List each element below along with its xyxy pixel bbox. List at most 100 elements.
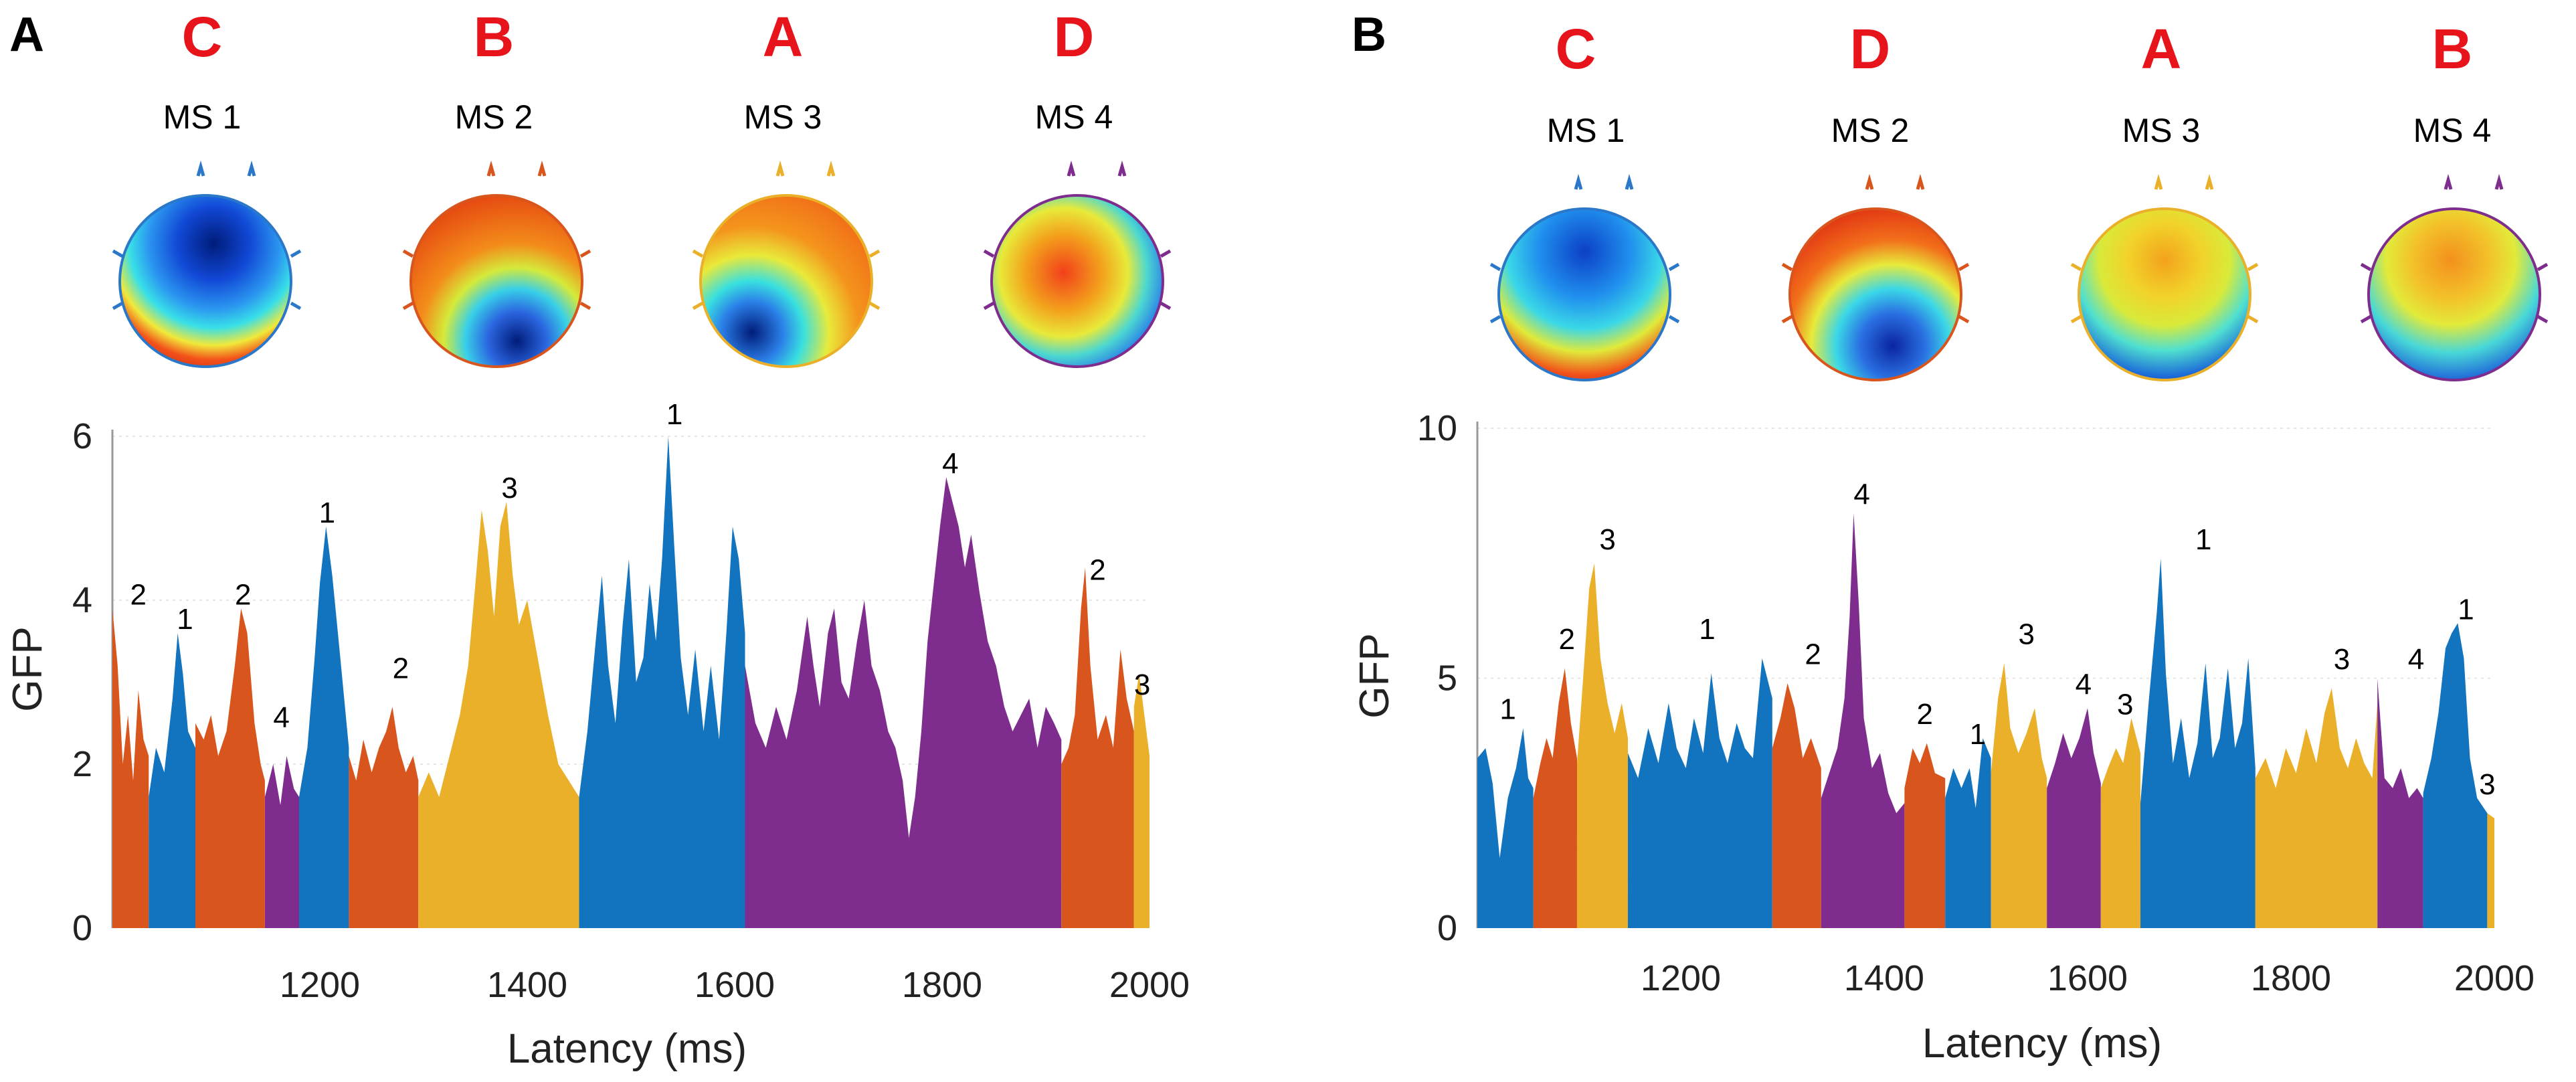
x-tick-label: 1400 — [1844, 958, 1924, 998]
x-tick-label: 1800 — [902, 965, 982, 1005]
segment-label: 1 — [1970, 718, 1986, 751]
gfp-segment-ms1 — [149, 633, 195, 928]
gfp-segment-ms4 — [2377, 678, 2423, 928]
x-axis-title: Latency (ms) — [507, 1026, 747, 1072]
segment-label: 1 — [2195, 523, 2211, 556]
ms-label: MS 3 — [744, 98, 822, 136]
gfp-segment-ms3 — [1576, 563, 1628, 928]
segment-label: 3 — [2117, 688, 2133, 721]
class-letter: C — [1556, 17, 1596, 80]
topomap-b-ms3 — [2070, 173, 2259, 381]
gfp-segment-ms4 — [264, 755, 299, 928]
segment-label: 3 — [2479, 768, 2495, 801]
segment-label: 3 — [501, 472, 517, 505]
gfp-segment-ms1 — [579, 436, 745, 928]
segment-label: 1 — [1699, 613, 1715, 646]
gfp-segment-ms1 — [1477, 728, 1534, 928]
ms-label: MS 4 — [1035, 98, 1113, 136]
ms-label: MS 2 — [1831, 112, 1910, 149]
segment-label: 3 — [1134, 668, 1150, 701]
gfp-segment-ms4 — [1821, 513, 1905, 928]
gfp-segment-ms3 — [2100, 718, 2141, 928]
gfp-segment-ms3 — [418, 502, 579, 928]
x-axis-title: Latency (ms) — [1922, 1020, 2162, 1067]
ms-label: MS 4 — [2413, 112, 2492, 149]
gfp-segment-ms1 — [2140, 558, 2256, 928]
gfp-segment-ms1 — [1945, 738, 1991, 928]
gfp-segment-ms3 — [1133, 674, 1149, 928]
segment-label: 3 — [1599, 523, 1615, 556]
gfp-segment-ms2 — [349, 707, 419, 928]
segment-label: 4 — [273, 701, 289, 734]
segment-label: 1 — [1499, 693, 1515, 726]
panel-b-header: C D A B MS 1 MS 2 MS 3 MS 4 — [1547, 17, 2492, 149]
segment-label: 4 — [2408, 643, 2424, 676]
panel-label-b: B — [1352, 8, 1386, 62]
class-letter: A — [763, 5, 804, 68]
class-letter: A — [2141, 17, 2182, 80]
segment-label: 2 — [130, 578, 147, 611]
x-tick-label: 1600 — [695, 965, 775, 1005]
x-tick-label: 1400 — [487, 965, 567, 1005]
segment-label: 4 — [942, 447, 958, 480]
y-tick-label: 5 — [1437, 658, 1457, 699]
ms-label: MS 3 — [2122, 112, 2201, 149]
class-letter: C — [182, 5, 223, 68]
segment-label: 2 — [1559, 623, 1575, 656]
segment-label: 1 — [177, 603, 193, 636]
gfp-segment-ms1 — [2423, 623, 2488, 928]
x-tick-label: 1200 — [1641, 958, 1721, 998]
ms-label: MS 1 — [1547, 112, 1625, 149]
ms-label: MS 2 — [455, 98, 533, 136]
x-tick-label: 1600 — [2047, 958, 2128, 998]
class-letter: D — [1850, 17, 1891, 80]
segment-label: 2 — [235, 578, 251, 611]
y-tick-label: 6 — [72, 416, 92, 456]
y-tick-label: 0 — [72, 908, 92, 948]
gfp-segment-ms2 — [1772, 683, 1821, 928]
segment-label: 2 — [1805, 638, 1821, 671]
segment-label: 1 — [666, 398, 682, 431]
topomap-a-ms3 — [692, 160, 881, 368]
gfp-segment-ms2 — [1533, 668, 1577, 928]
class-letter: B — [474, 5, 515, 68]
gfp-segment-ms2 — [195, 608, 265, 928]
panel-a-header: C B A D MS 1 MS 2 MS 3 MS 4 — [163, 5, 1113, 136]
ms-label: MS 1 — [163, 98, 242, 136]
topomap-a-ms2 — [402, 160, 591, 368]
y-tick-label: 2 — [72, 744, 92, 784]
gfp-segment-ms1 — [299, 526, 349, 928]
class-letter: B — [2432, 17, 2473, 80]
gfp-segment-ms4 — [2047, 708, 2101, 928]
topomap-a-ms1 — [112, 160, 302, 368]
gfp-segment-ms2 — [112, 608, 149, 928]
class-letter: D — [1054, 5, 1095, 68]
topomap-a-ms4 — [983, 160, 1172, 368]
x-tick-label: 1200 — [280, 965, 360, 1005]
segment-label: 2 — [393, 652, 409, 685]
segment-label: 3 — [2019, 618, 2035, 651]
segment-label: 2 — [1917, 698, 1933, 731]
x-tick-label: 1800 — [2251, 958, 2331, 998]
segment-label: 2 — [1089, 554, 1105, 587]
y-axis-title: GFP — [5, 626, 51, 711]
y-tick-label: 4 — [72, 580, 92, 620]
segment-label: 4 — [2076, 668, 2092, 701]
gfp-segment-ms2 — [1904, 743, 1946, 928]
segment-label: 1 — [319, 497, 335, 529]
gfp-segment-ms3 — [1991, 663, 2047, 928]
y-axis-title: GFP — [1352, 633, 1398, 718]
topomap-b-ms2 — [1781, 173, 1970, 381]
segment-label: 1 — [2458, 593, 2474, 626]
y-tick-label: 10 — [1417, 408, 1457, 448]
topomap-b-ms4 — [2360, 173, 2549, 381]
gfp-segment-ms3 — [2255, 688, 2378, 928]
gfp-segment-ms3 — [2487, 813, 2494, 928]
segment-label: 3 — [2334, 643, 2350, 676]
gfp-segment-ms1 — [1627, 658, 1772, 928]
gfp-segment-ms2 — [1061, 567, 1134, 928]
gfp-segment-ms4 — [745, 477, 1062, 928]
